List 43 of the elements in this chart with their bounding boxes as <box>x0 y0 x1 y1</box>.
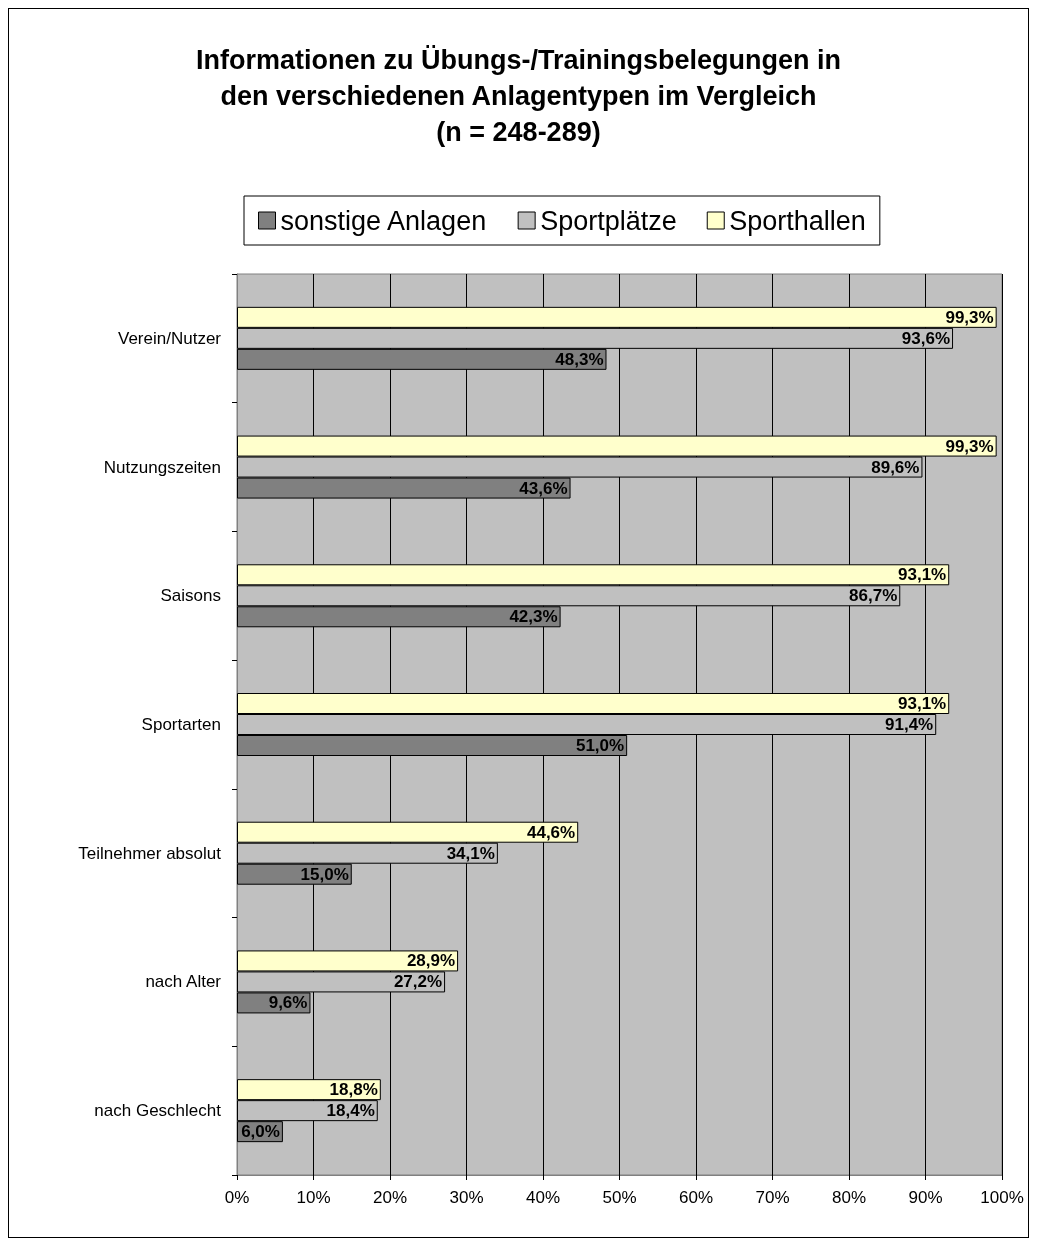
legend-label: Sporthallen <box>729 205 866 236</box>
x-tick-label: 40% <box>525 1188 561 1207</box>
data-label: 27,2% <box>393 972 443 992</box>
data-label: 34,1% <box>446 843 495 863</box>
y-tick-label: Nutzungszeiten <box>103 457 221 477</box>
data-label: 18,8% <box>329 1080 378 1100</box>
x-tick-label: 20% <box>372 1188 408 1207</box>
data-label: 99,3% <box>945 307 994 327</box>
x-tick-label: 60% <box>678 1188 714 1207</box>
x-tick-label: 90% <box>908 1188 943 1207</box>
y-tick-label: nach Geschlecht <box>94 1101 222 1121</box>
x-tick-label: 100% <box>980 1188 1024 1207</box>
data-label: 86,7% <box>849 586 898 606</box>
data-label: 6,0% <box>241 1122 280 1142</box>
data-label: 99,3% <box>945 436 994 456</box>
data-label: 43,6% <box>519 478 568 498</box>
x-tick-label: 50% <box>602 1188 637 1207</box>
data-label: 28,9% <box>406 951 456 971</box>
y-tick-label: Teilnehmer absolut <box>78 843 222 863</box>
data-label: 48,3% <box>555 349 604 369</box>
data-label: 93,1% <box>898 565 947 585</box>
data-label: 15,0% <box>300 864 349 884</box>
y-tick-label: nach Alter <box>145 972 222 992</box>
y-tick-label: Verein/Nutzer <box>118 328 222 348</box>
y-tick-label: Saisons <box>160 586 221 606</box>
data-label: 51,0% <box>575 736 625 755</box>
chart-title: Informationen zu Übungs-/Trainingsbelegungen in den verschiedenen Anlagentypen im Vergleich (n = 248-289) <box>196 45 841 147</box>
data-label: 18,4% <box>326 1101 375 1121</box>
data-label: 89,6% <box>871 457 920 477</box>
x-tick-label: 30% <box>449 1188 484 1207</box>
legend-label: Sportplätze <box>540 205 677 236</box>
data-label: 42,3% <box>509 607 558 627</box>
y-tick-label: Sportarten <box>141 715 221 734</box>
data-label: 93,6% <box>901 328 951 348</box>
x-tick-label: 80% <box>831 1188 867 1207</box>
data-label: 9,6% <box>268 993 308 1013</box>
x-tick-label: 70% <box>755 1188 790 1207</box>
x-tick-label: 10% <box>296 1188 331 1207</box>
data-label: 93,1% <box>898 694 947 713</box>
data-label: 44,6% <box>526 822 576 842</box>
legend-label: sonstige Anlagen <box>280 205 487 236</box>
data-label: 91,4% <box>885 715 934 734</box>
x-tick-label: 0% <box>224 1188 250 1207</box>
